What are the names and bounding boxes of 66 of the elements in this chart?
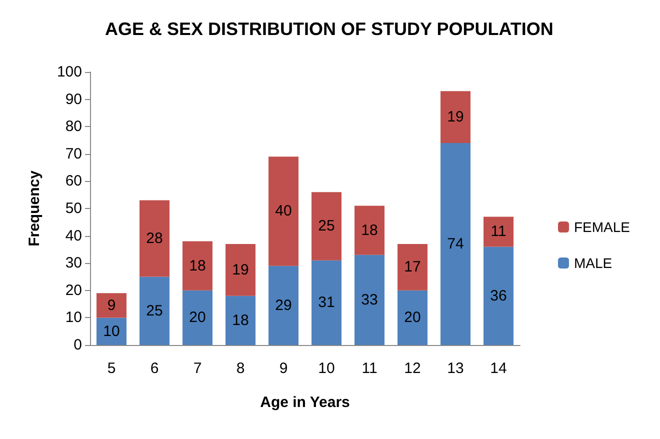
- data-label: 18: [361, 222, 378, 239]
- data-label: 18: [189, 257, 206, 274]
- y-tick-label: 20: [65, 282, 82, 299]
- data-label: 25: [146, 302, 163, 320]
- data-label: 28: [146, 230, 163, 248]
- data-label: 20: [404, 309, 421, 326]
- bar: [484, 246, 514, 345]
- bar: [140, 276, 170, 345]
- data-label: 19: [447, 108, 464, 126]
- data-label: 20: [189, 309, 206, 326]
- data-label: 18: [232, 312, 249, 329]
- bar: [484, 216, 514, 247]
- bar: [268, 156, 298, 266]
- y-tick-label: 90: [65, 90, 82, 108]
- data-label: 11: [490, 223, 506, 240]
- y-axis-title: Frequency: [26, 170, 43, 246]
- bar: [398, 290, 428, 345]
- x-tick-label: 7: [193, 360, 202, 377]
- y-tick-label: 60: [65, 172, 82, 190]
- bar: [312, 192, 342, 260]
- y-tick-label: 30: [65, 254, 82, 272]
- x-tick-label: 9: [279, 360, 288, 377]
- data-label: 33: [361, 291, 378, 308]
- bar: [354, 254, 384, 345]
- bar: [96, 318, 126, 345]
- x-tick-label: 13: [447, 360, 464, 377]
- data-label: 17: [404, 258, 421, 276]
- x-tick-label: 8: [236, 360, 245, 377]
- y-tick-label: 10: [65, 309, 82, 326]
- bar: [96, 293, 126, 318]
- x-tick-label: 12: [404, 360, 421, 377]
- bar: [226, 296, 256, 345]
- bar: [182, 290, 212, 345]
- data-label: 9: [107, 296, 116, 314]
- bar: [140, 200, 170, 277]
- data-label: 74: [447, 235, 464, 252]
- bar: [440, 91, 470, 143]
- bar: [312, 260, 342, 345]
- y-tick-label: 50: [65, 200, 82, 217]
- x-tick-label: 6: [150, 360, 159, 377]
- data-label: 29: [275, 296, 292, 314]
- bar: [398, 244, 428, 290]
- data-label: 10: [103, 322, 120, 340]
- y-tick-label: 80: [65, 118, 82, 136]
- y-tick-label: 100: [56, 64, 82, 80]
- x-tick-label: 14: [490, 360, 507, 377]
- bar: [440, 142, 470, 345]
- data-label: 40: [275, 202, 292, 220]
- chart-title: AGE & SEX DISTRIBUTION OF STUDY POPULATION: [105, 19, 554, 39]
- bar: [182, 241, 212, 290]
- data-label: 25: [318, 218, 335, 235]
- y-tick-label: 40: [65, 227, 82, 244]
- bar: [226, 244, 256, 296]
- legend-label: FEMALE: [574, 219, 630, 235]
- data-label: 36: [490, 287, 507, 304]
- data-label: 19: [232, 261, 249, 278]
- x-tick-label: 10: [318, 360, 335, 377]
- bar: [268, 266, 298, 345]
- y-tick-label: 0: [74, 336, 82, 354]
- data-label: 31: [318, 294, 335, 312]
- x-tick-label: 5: [107, 360, 116, 377]
- bar: [354, 206, 384, 255]
- legend-label: MALE: [574, 255, 612, 271]
- x-tick-label: 11: [362, 360, 378, 377]
- x-axis-title: Age in Years: [260, 394, 350, 411]
- y-tick-label: 70: [65, 145, 82, 162]
